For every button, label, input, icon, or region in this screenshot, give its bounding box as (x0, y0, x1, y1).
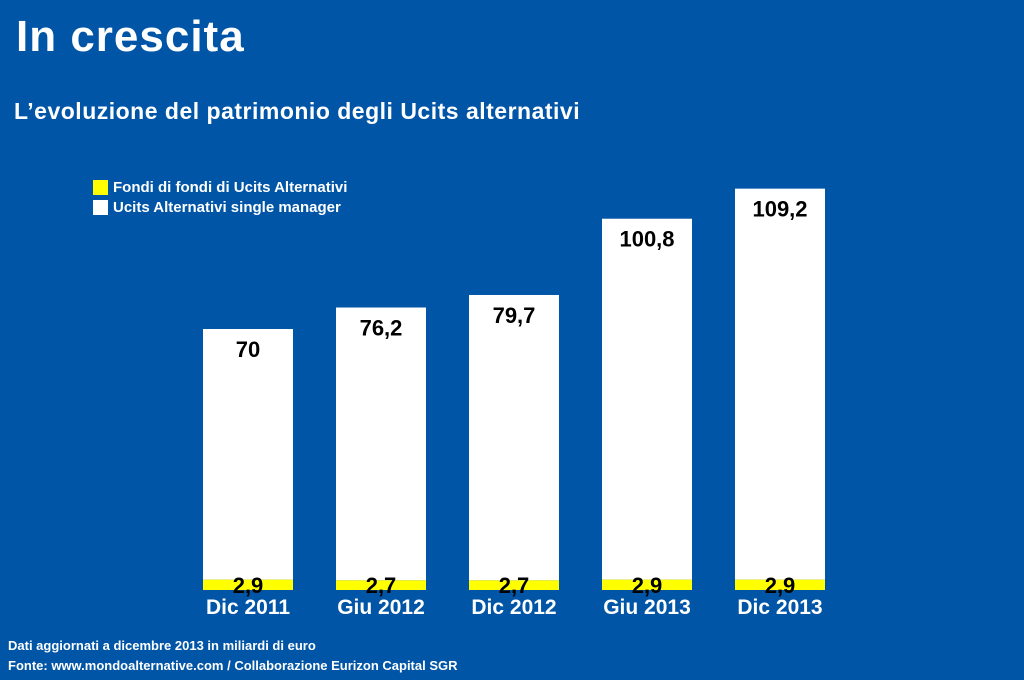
chart-subtitle: L’evoluzione del patrimonio degli Ucits … (14, 98, 581, 124)
legend-item-single-manager: Ucits Alternativi single manager (93, 197, 347, 217)
bar-fund-of-funds (203, 579, 293, 590)
data-label-fund-of-funds: 2,9 (765, 573, 796, 598)
bar-fund-of-funds (735, 579, 825, 590)
footnote-units: Dati aggiornati a dicembre 2013 in milia… (8, 638, 316, 653)
data-label-fund-of-funds: 2,9 (233, 573, 264, 598)
legend-swatch-white (93, 199, 108, 215)
bar-single-manager (336, 307, 426, 581)
chart-legend: Fondi di fondi di Ucits Alternativi Ucit… (93, 177, 347, 217)
x-tick-label: Dic 2012 (471, 596, 556, 619)
data-label-single-manager: 100,8 (619, 227, 674, 252)
legend-item-fund-of-funds: Fondi di fondi di Ucits Alternativi (93, 177, 347, 197)
bar-fund-of-funds (336, 580, 426, 590)
footnote-source: Fonte: www.mondoalternative.com / Collab… (8, 658, 458, 673)
bar-single-manager (602, 218, 692, 580)
bar-single-manager (469, 294, 559, 581)
data-label-single-manager: 70 (236, 337, 260, 362)
data-label-single-manager: 76,2 (360, 316, 403, 341)
bar-fund-of-funds (469, 580, 559, 590)
x-tick-label: Dic 2011 (206, 596, 290, 619)
data-label-fund-of-funds: 2,7 (366, 573, 397, 598)
data-label-single-manager: 79,7 (493, 303, 536, 328)
chart-title: In crescita (16, 12, 245, 61)
x-tick-label: Dic 2013 (737, 596, 822, 619)
data-label-fund-of-funds: 2,9 (632, 573, 663, 598)
data-label-single-manager: 109,2 (752, 197, 807, 222)
bar-single-manager (735, 188, 825, 580)
bar-fund-of-funds (602, 579, 692, 590)
data-label-fund-of-funds: 2,7 (499, 573, 530, 598)
legend-label: Fondi di fondi di Ucits Alternativi (113, 178, 348, 196)
legend-swatch-yellow (93, 179, 108, 195)
x-tick-label: Giu 2012 (337, 596, 425, 619)
x-tick-label: Giu 2013 (603, 596, 691, 619)
bar-single-manager (203, 328, 293, 580)
legend-label: Ucits Alternativi single manager (113, 198, 341, 216)
